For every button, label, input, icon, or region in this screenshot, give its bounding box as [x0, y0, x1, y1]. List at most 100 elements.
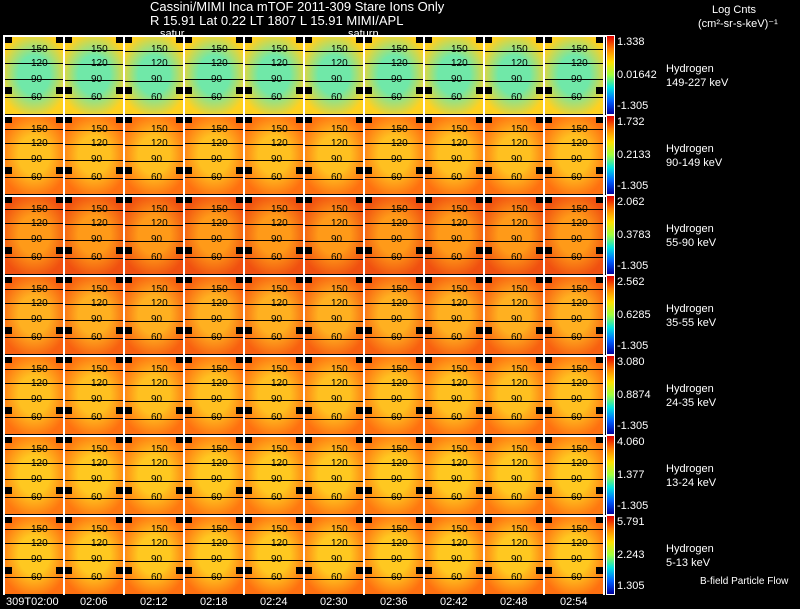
cell-corner-mask	[536, 87, 543, 94]
pitch-contour-label: 120	[211, 458, 228, 469]
pitch-contour-line	[65, 450, 123, 451]
pitch-contour-line	[185, 449, 243, 450]
heatmap-cell: 150 120 90 60	[545, 36, 603, 114]
pitch-contour-line	[545, 497, 603, 498]
pitch-contour-label: 90	[331, 474, 343, 485]
cell-corner-mask	[416, 167, 423, 174]
pitch-contour-line	[185, 319, 243, 320]
pitch-contour-label: 150	[511, 284, 528, 295]
pitch-contour-line	[125, 561, 183, 562]
cell-corner-mask	[545, 87, 552, 94]
cell-corner-mask	[65, 116, 72, 123]
pitch-contour-label: 60	[271, 252, 283, 263]
pitch-contour-line	[425, 464, 483, 465]
cell-corner-mask	[65, 247, 72, 254]
cell-corner-mask	[56, 167, 63, 174]
pitch-contour-line	[65, 530, 123, 531]
pitch-contour-line	[305, 241, 363, 242]
pitch-contour-label: 90	[451, 314, 463, 325]
cell-corner-mask	[116, 36, 123, 43]
pitch-contour-label: 60	[451, 412, 463, 423]
pitch-contour-label: 150	[331, 124, 348, 135]
cell-corner-mask	[356, 247, 363, 254]
cell-corner-mask	[365, 407, 372, 414]
cell-corner-mask	[536, 36, 543, 43]
colorbar-min: -1.305	[617, 500, 649, 512]
heatmap-cell: 150 120 90 60	[485, 356, 543, 434]
pitch-contour-line	[125, 131, 183, 132]
pitch-contour-label: 60	[451, 572, 463, 583]
pitch-contour-label: 60	[511, 332, 523, 343]
pitch-contour-label: 120	[151, 538, 168, 549]
pitch-contour-label: 60	[331, 172, 343, 183]
pitch-contour-label: 90	[31, 554, 43, 565]
pitch-contour-label: 60	[151, 332, 163, 343]
heatmap-cell: 150 120 90 60	[425, 116, 483, 194]
cell-corner-mask	[596, 327, 603, 334]
cell-corner-mask	[176, 167, 183, 174]
cell-corner-mask	[365, 276, 372, 283]
colorbar-mid: 0.01642	[617, 69, 657, 81]
pitch-contour-label: 60	[331, 492, 343, 503]
pitch-contour-line	[5, 497, 63, 498]
cell-corner-mask	[176, 516, 183, 523]
cell-corner-mask	[485, 116, 492, 123]
pitch-contour-label: 90	[511, 234, 523, 245]
cell-corner-mask	[245, 87, 252, 94]
pitch-contour-line	[125, 401, 183, 402]
pitch-contour-line	[305, 465, 363, 466]
pitch-contour-label: 60	[31, 412, 43, 423]
cell-corner-mask	[305, 87, 312, 94]
pitch-contour-line	[485, 99, 543, 100]
units-line-1: Log Cnts	[712, 4, 757, 16]
pitch-contour-line	[365, 577, 423, 578]
colorbar-min: -1.305	[617, 100, 649, 112]
pitch-contour-line	[245, 50, 303, 51]
pitch-contour-label: 120	[91, 218, 108, 229]
pitch-contour-label: 120	[271, 298, 288, 309]
pitch-contour-line	[125, 81, 183, 82]
pitch-contour-line	[245, 64, 303, 65]
pitch-contour-label: 90	[91, 394, 103, 405]
pitch-contour-label: 150	[151, 284, 168, 295]
pitch-contour-label: 60	[511, 252, 523, 263]
pitch-contour-label: 120	[91, 138, 108, 149]
cell-corner-mask	[536, 567, 543, 574]
pitch-contour-label: 150	[331, 204, 348, 215]
pitch-contour-line	[305, 81, 363, 82]
cell-corner-mask	[536, 516, 543, 523]
pitch-contour-line	[125, 371, 183, 372]
pitch-contour-label: 150	[511, 524, 528, 535]
pitch-contour-line	[485, 385, 543, 386]
cell-corner-mask	[5, 356, 12, 363]
cell-corner-mask	[485, 436, 492, 443]
pitch-contour-label: 90	[391, 154, 403, 165]
cell-corner-mask	[365, 327, 372, 334]
pitch-contour-label: 90	[571, 474, 583, 485]
pitch-contour-line	[125, 99, 183, 100]
pitch-contour-label: 90	[211, 154, 223, 165]
pitch-contour-line	[125, 385, 183, 386]
cell-corner-mask	[485, 356, 492, 363]
cell-corner-mask	[596, 36, 603, 43]
cell-corner-mask	[65, 436, 72, 443]
pitch-contour-line	[425, 50, 483, 51]
pitch-contour-line	[545, 449, 603, 450]
heatmap-cell: 150 120 90 60	[365, 36, 423, 114]
heatmap-cell: 150 120 90 60	[5, 196, 63, 274]
pitch-contour-line	[425, 224, 483, 225]
cell-corner-mask	[176, 567, 183, 574]
pitch-contour-label: 150	[211, 444, 228, 455]
pitch-contour-line	[365, 129, 423, 130]
cell-corner-mask	[176, 247, 183, 254]
cell-corner-mask	[176, 356, 183, 363]
pitch-contour-line	[5, 289, 63, 290]
species-label: Hydrogen 13-24 keV	[666, 462, 716, 490]
pitch-contour-line	[185, 289, 243, 290]
cell-corner-mask	[185, 436, 192, 443]
cell-corner-mask	[176, 196, 183, 203]
pitch-contour-label: 60	[451, 492, 463, 503]
cell-corner-mask	[65, 276, 72, 283]
cell-corner-mask	[545, 116, 552, 123]
heatmap-cell: 150 120 90 60	[185, 356, 243, 434]
